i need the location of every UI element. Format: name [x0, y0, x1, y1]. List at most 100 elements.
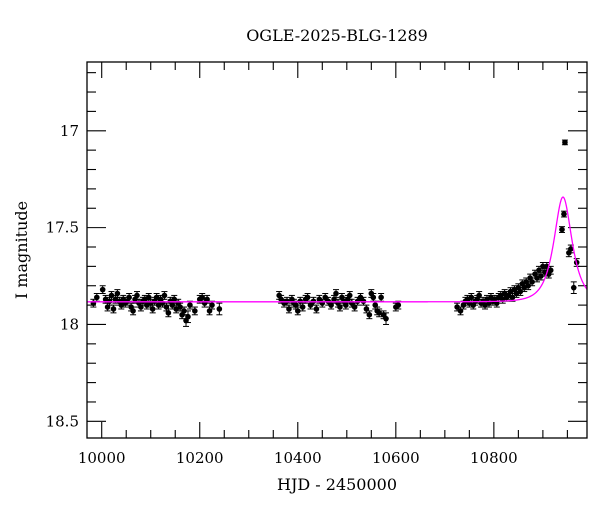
data-point [165, 308, 172, 318]
data-point [108, 291, 115, 300]
data-point [378, 292, 385, 302]
point-marker [343, 302, 349, 308]
point-marker [108, 292, 115, 299]
point-marker [395, 302, 402, 308]
point-marker [163, 304, 170, 310]
point-marker [378, 294, 384, 301]
point-marker [328, 302, 334, 308]
point-marker [570, 284, 577, 291]
data-point [383, 312, 390, 325]
data-point [366, 310, 373, 320]
point-marker [209, 302, 215, 308]
point-marker [130, 308, 136, 314]
data-point [149, 304, 156, 314]
point-marker [299, 304, 306, 310]
data-point [204, 294, 211, 304]
point-marker [540, 263, 546, 270]
point-marker [468, 294, 475, 301]
point-marker [568, 246, 574, 252]
point-marker [114, 290, 121, 297]
y-tick-label: 18.5 [46, 412, 79, 430]
point-marker [216, 306, 223, 312]
axis-ticks [87, 62, 587, 438]
point-marker [110, 306, 117, 312]
point-marker [204, 296, 210, 303]
point-marker [286, 306, 292, 312]
point-marker [346, 292, 353, 299]
data-point [547, 265, 554, 275]
point-marker [376, 310, 382, 316]
point-marker [171, 296, 178, 303]
point-marker [149, 306, 156, 312]
data-point [313, 304, 320, 314]
point-marker [454, 304, 460, 310]
x-tick-label: 10200 [176, 449, 224, 467]
x-tick-label: 10800 [470, 449, 518, 467]
point-marker [165, 310, 172, 316]
data-point [99, 285, 106, 294]
y-tick-label: 18 [60, 315, 79, 333]
point-marker [177, 304, 183, 310]
point-marker [547, 267, 554, 274]
point-marker [304, 294, 311, 301]
plot-frame [86, 61, 588, 439]
point-marker [145, 294, 152, 301]
point-marker [372, 302, 379, 308]
point-marker [126, 294, 132, 301]
point-marker [509, 294, 516, 301]
data-points [90, 139, 580, 327]
x-axis-label: HJD - 2450000 [277, 475, 397, 494]
x-tick-labels: 10000 10200 10400 10600 10800 [78, 449, 518, 467]
point-marker [525, 282, 531, 289]
data-point [216, 302, 223, 316]
y-tick-label: 17 [60, 122, 79, 140]
point-marker [457, 308, 464, 314]
x-tick-label: 10000 [78, 449, 126, 467]
data-point [191, 306, 198, 316]
data-point [476, 291, 483, 300]
data-point [559, 226, 565, 233]
point-marker [517, 288, 524, 295]
point-marker [134, 292, 140, 299]
chart-title: OGLE-2025-BLG-1289 [246, 26, 428, 45]
point-marker [192, 308, 198, 314]
point-marker [366, 311, 373, 318]
point-marker [185, 313, 191, 320]
model-curve [87, 196, 588, 303]
point-marker [383, 315, 389, 322]
data-point [114, 289, 121, 298]
x-tick-label: 10400 [274, 449, 322, 467]
y-axis-label: I magnitude [12, 201, 31, 299]
point-marker [161, 292, 168, 299]
data-point [376, 308, 383, 318]
data-point [560, 210, 567, 218]
data-point [184, 310, 191, 324]
point-marker [363, 306, 370, 312]
data-point [130, 306, 137, 316]
x-tick-label: 10600 [372, 449, 420, 467]
point-marker [337, 304, 343, 310]
point-marker [333, 290, 339, 297]
point-marker [370, 294, 377, 301]
point-marker [561, 211, 567, 217]
data-point [570, 281, 577, 294]
point-marker [293, 302, 299, 308]
point-marker [529, 279, 535, 285]
point-marker [294, 308, 301, 314]
point-marker [94, 294, 100, 301]
point-marker [536, 267, 542, 274]
data-point [90, 298, 97, 308]
point-marker [206, 308, 213, 314]
point-marker [476, 292, 482, 299]
point-marker [169, 302, 176, 308]
point-marker [104, 304, 111, 310]
point-marker [351, 304, 358, 310]
data-point [351, 302, 358, 312]
data-point [294, 306, 301, 316]
point-marker [562, 139, 568, 146]
point-marker [559, 226, 565, 233]
data-point [110, 304, 117, 314]
point-marker [138, 304, 144, 310]
point-marker [538, 273, 544, 279]
